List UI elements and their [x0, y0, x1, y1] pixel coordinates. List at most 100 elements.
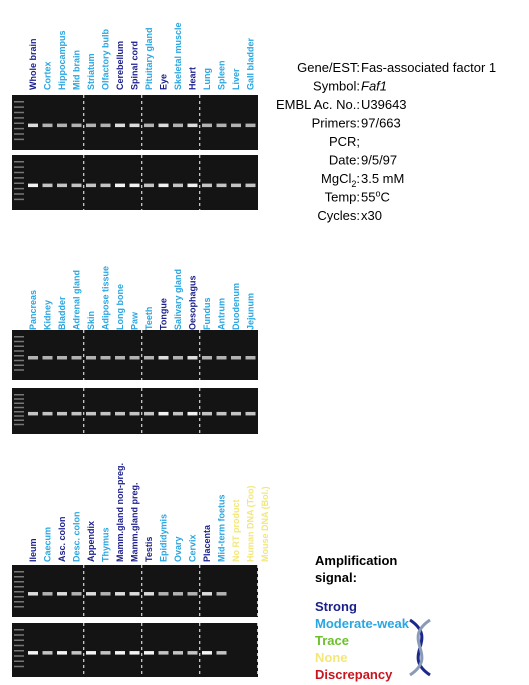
gel-band	[173, 592, 183, 596]
ladder-band	[14, 138, 24, 141]
ladder-band	[14, 571, 24, 573]
ladder-band	[14, 644, 24, 647]
lane-label: Mid-term foetus	[217, 495, 227, 563]
info-value: x30	[361, 208, 382, 223]
info-label: Primers:	[312, 116, 360, 131]
gel-band	[144, 123, 154, 128]
legend-title: Amplification	[315, 553, 397, 568]
info-label: Temp:	[325, 190, 360, 205]
ladder-band	[14, 419, 24, 421]
gel-band	[216, 651, 227, 655]
lane-label: Mid brain	[72, 50, 82, 90]
gel-band	[187, 651, 198, 655]
ladder-band	[14, 350, 24, 352]
gel-band	[115, 123, 125, 128]
gel-band	[115, 411, 125, 416]
info-value-sup: o	[375, 189, 380, 199]
ladder-band	[14, 398, 24, 400]
gel-band	[100, 356, 111, 360]
ladder-band	[14, 101, 24, 103]
gel-band	[216, 411, 227, 416]
info-value: 9/5/97	[361, 153, 397, 168]
info-value: U39643	[361, 97, 407, 112]
ladder-band	[14, 591, 24, 593]
gel-band	[202, 356, 212, 360]
info-label: Gene/EST:	[297, 60, 360, 75]
ladder-band	[14, 122, 24, 124]
gel-band	[231, 356, 241, 360]
info-label-sub: 2	[351, 179, 356, 189]
gel-band	[57, 651, 67, 655]
lane-label: No RT product	[231, 500, 241, 563]
gel-band	[42, 411, 53, 416]
gel-band	[173, 651, 183, 655]
gel-band	[42, 651, 53, 655]
gel-band	[129, 411, 140, 416]
gel-band	[115, 356, 125, 360]
gel-band	[86, 411, 96, 416]
gel-band	[115, 183, 125, 188]
gel-band	[28, 592, 38, 596]
gel-band	[158, 651, 169, 655]
gel-band	[100, 592, 111, 596]
lane-label: Bladder	[57, 296, 67, 330]
ladder-band	[14, 629, 24, 631]
gel-band	[202, 592, 212, 596]
info-value-text: x30	[361, 208, 382, 223]
gel-band	[28, 411, 38, 416]
gel-band	[144, 592, 154, 596]
info-value: 55oC	[361, 189, 390, 205]
gel-band	[173, 356, 183, 360]
lane-label: Lung	[202, 68, 212, 90]
info-value-text: U39643	[361, 97, 407, 112]
ladder-band	[14, 359, 24, 362]
lane-label: Whole brain	[28, 39, 38, 91]
gel-band	[245, 183, 256, 188]
gel-image	[12, 565, 258, 617]
ladder-band	[14, 193, 24, 195]
lane-label: Jejunum	[246, 293, 256, 330]
ladder-band	[14, 171, 24, 174]
lane-label: Appendix	[86, 521, 96, 562]
gel-band	[173, 411, 183, 416]
lane-label: Mamm.gland preg.	[130, 482, 140, 562]
gel-image	[12, 155, 258, 210]
info-value-text: Faf1	[361, 79, 387, 94]
gel-band	[42, 592, 53, 596]
info-value: Faf1	[361, 79, 387, 94]
gel-image	[12, 95, 258, 150]
gel-band	[202, 123, 212, 128]
lane-label: Duodenum	[231, 283, 241, 330]
info-label-text: Temp:	[325, 190, 360, 205]
gel-band	[71, 356, 82, 360]
gel-band	[28, 356, 38, 360]
ladder-band	[14, 406, 24, 409]
lane-label: Asc. colon	[57, 516, 67, 562]
lane-label: Caecum	[43, 527, 53, 562]
lane-label: Long bone	[115, 284, 125, 330]
gel-band	[129, 183, 140, 188]
gel-band	[187, 183, 198, 188]
info-value-text: 9/5/97	[361, 153, 397, 168]
lane-label: Olfactory bulb	[101, 28, 111, 90]
lane-label: Desc. colon	[72, 511, 82, 562]
info-label-text: Date:	[329, 153, 360, 168]
ladder-band	[14, 177, 24, 179]
info-label: Symbol:	[313, 79, 360, 94]
info-label-text: Symbol:	[313, 79, 360, 94]
lane-label: Gall bladder	[246, 37, 256, 90]
gel-band	[57, 123, 67, 128]
legend-item: Trace	[315, 633, 349, 648]
lane-label: Placenta	[202, 524, 212, 562]
lane-label: Mamm.gland non-preg.	[115, 463, 125, 562]
gel-band	[42, 356, 53, 360]
gel-band	[115, 651, 125, 655]
ladder-band	[14, 634, 24, 636]
lane-label: Eye	[159, 74, 169, 90]
gel-band	[144, 411, 154, 416]
lane-label: Kidney	[43, 300, 53, 330]
ladder-band	[14, 369, 24, 371]
gel-band	[71, 123, 82, 128]
ladder-band	[14, 601, 24, 603]
